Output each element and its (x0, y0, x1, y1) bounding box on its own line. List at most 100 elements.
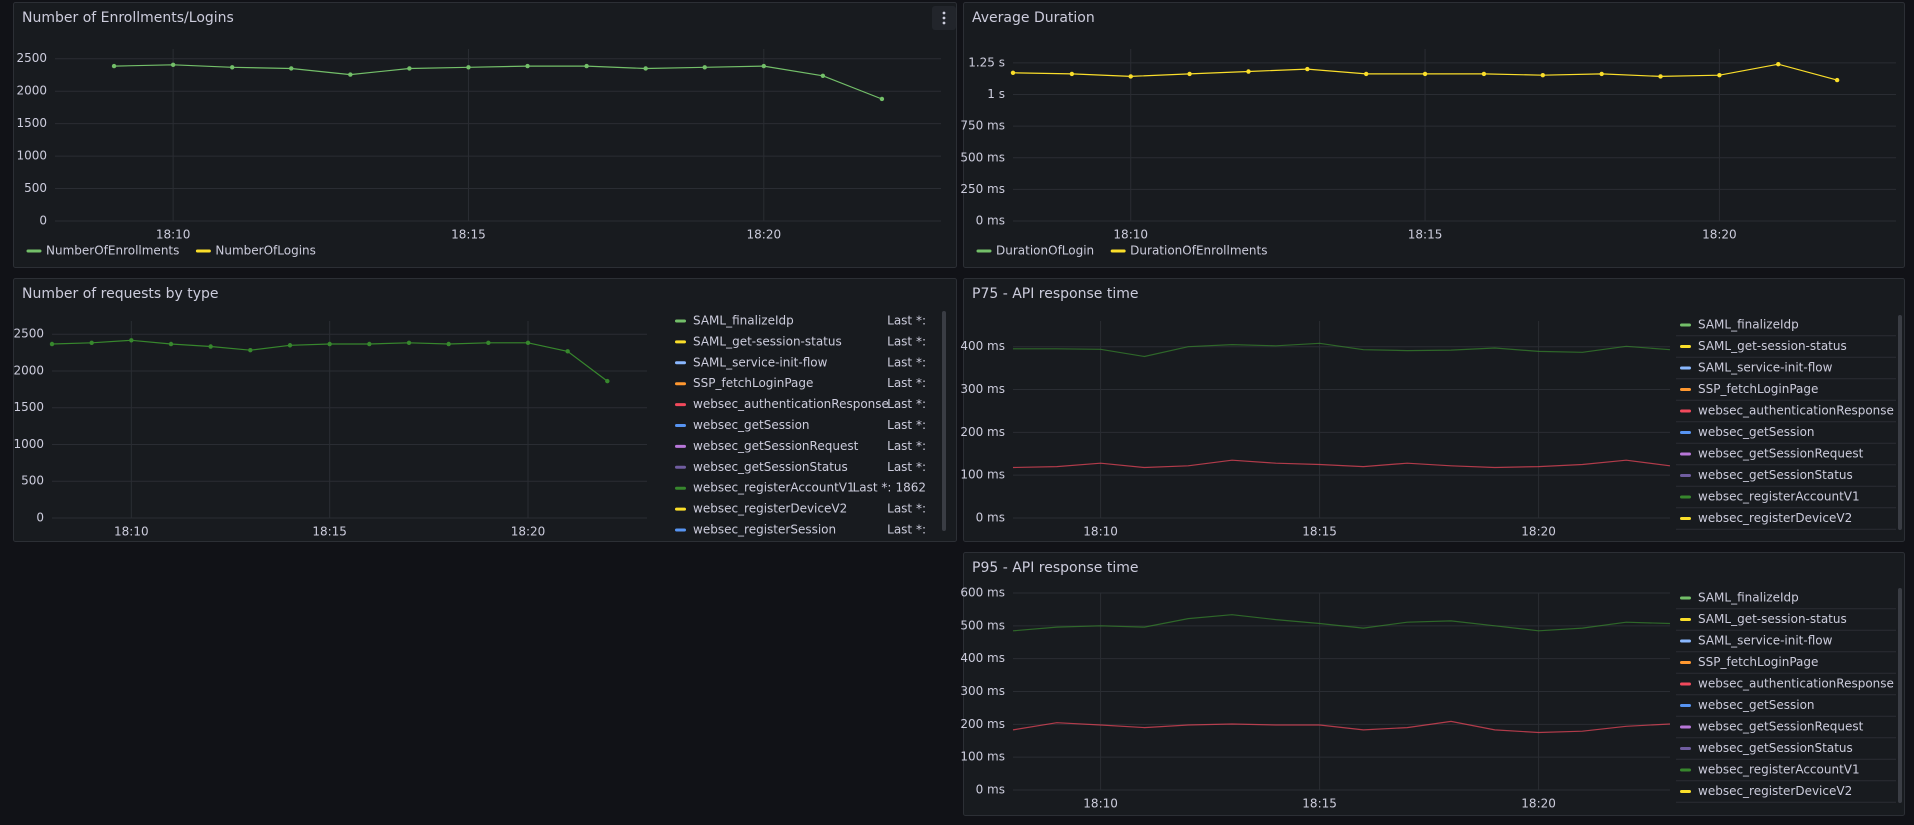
x-tick-label: 18:20 (1702, 228, 1737, 242)
series-line (1012, 614, 1671, 632)
data-point (1422, 71, 1428, 77)
legend-label[interactable]: SAML_finalizeIdp (693, 314, 794, 328)
legend-stat-label: Last *: (887, 460, 926, 474)
legend-label[interactable]: websec_getSessionRequest (693, 439, 859, 453)
legend-label[interactable]: websec_getSession (693, 418, 810, 432)
legend-label[interactable]: websec_registerAccountV1 (1698, 763, 1860, 777)
legend-swatch (675, 528, 686, 532)
panel: Number of Enrollments/Logins 0 500 1000 1500… (13, 2, 957, 268)
data-point (466, 65, 471, 70)
x-tick-label: 18:10 (114, 525, 149, 539)
panel-title: P95 - API response time (972, 560, 1138, 576)
data-point (1364, 71, 1369, 77)
legend-stat-label: Last *: (887, 334, 926, 348)
legend-label[interactable]: websec_getSession (1698, 425, 1815, 439)
legend-label[interactable]: SAML_service-init-flow (1698, 634, 1833, 648)
y-tick-label: 0 ms (976, 214, 1005, 228)
panel-title: Number of Enrollments/Logins (22, 10, 234, 26)
data-point (1717, 72, 1722, 78)
y-tick-label: 500 ms (960, 618, 1005, 632)
legend-stat-label: Last *: (887, 314, 926, 328)
legend-label[interactable]: NumberOfEnrollments (46, 244, 179, 258)
legend-swatch (1680, 517, 1691, 520)
legend-label[interactable]: websec_authenticationResponse (1698, 404, 1894, 418)
legend-label[interactable]: SAML_get-session-status (1698, 339, 1847, 353)
x-tick-label: 18:15 (451, 228, 486, 242)
legend-label[interactable]: websec_registerDeviceV2 (1698, 784, 1852, 798)
y-tick-label: 400 ms (960, 651, 1005, 665)
legend-swatch (675, 403, 686, 407)
legend-label[interactable]: DurationOfEnrollments (1130, 244, 1267, 258)
x-tick-label: 18:10 (1113, 228, 1148, 242)
data-point (230, 65, 235, 70)
x-tick-label: 18:15 (1302, 525, 1337, 539)
y-tick-label: 0 ms (976, 511, 1005, 525)
legend-swatch (1680, 495, 1691, 499)
data-point (1481, 71, 1487, 77)
data-point (1834, 77, 1840, 83)
legend-stat-label: Last *: (887, 502, 926, 516)
menu-dot (942, 16, 946, 20)
legend-label[interactable]: websec_getSessionRequest (1698, 720, 1864, 734)
legend-label[interactable]: websec_registerDeviceV2 (693, 502, 847, 516)
legend-label[interactable]: SAML_finalizeIdp (1698, 591, 1799, 605)
legend-scrollbar (1898, 588, 1902, 803)
legend-label[interactable]: SSP_fetchLoginPage (1698, 382, 1818, 396)
y-tick-label: 200 ms (960, 425, 1005, 439)
legend-label[interactable]: SAML_service-init-flow (693, 355, 828, 369)
legend-swatch (675, 382, 686, 386)
data-point (1187, 71, 1192, 77)
legend-swatch (1680, 366, 1691, 370)
legend-label[interactable]: DurationOfLogin (996, 244, 1094, 258)
y-tick-label: 2000 (16, 84, 47, 98)
series-line (1013, 342, 1671, 358)
legend-label[interactable]: websec_getSessionStatus (1698, 468, 1853, 482)
x-tick-label: 18:15 (312, 525, 347, 539)
data-point (643, 66, 648, 71)
legend-swatch (1680, 474, 1691, 477)
legend-label[interactable]: SAML_service-init-flow (1698, 361, 1833, 375)
y-tick-label: 500 (24, 181, 47, 195)
y-tick-label: 1500 (13, 400, 44, 414)
legend-label[interactable]: websec_getSession (1698, 698, 1815, 712)
y-tick-label: 300 ms (960, 382, 1005, 396)
legend-swatch (1680, 639, 1691, 643)
y-tick-label: 100 ms (960, 468, 1005, 482)
y-tick-label: 750 ms (960, 119, 1005, 133)
legend-label[interactable]: websec_getSessionStatus (693, 460, 848, 474)
legend-label[interactable]: websec_registerAccountV1 (693, 481, 855, 495)
legend-swatch (1680, 725, 1691, 729)
legend-label[interactable]: SAML_finalizeIdp (1698, 318, 1799, 332)
legend-label[interactable]: SAML_get-session-status (1698, 612, 1847, 626)
legend-background (1676, 587, 1896, 811)
data-point (406, 340, 412, 346)
panel-menu[interactable] (932, 6, 956, 30)
x-tick-label: 18:20 (747, 228, 782, 242)
legend-label[interactable]: SAML_get-session-status (693, 334, 842, 348)
data-point (446, 341, 451, 347)
legend-stat-label: Last *: (887, 397, 926, 411)
data-point (248, 347, 253, 353)
legend-label[interactable]: websec_registerDeviceV2 (1698, 511, 1852, 525)
legend-label[interactable]: websec_registerAccountV1 (1698, 490, 1860, 504)
y-tick-label: 0 (39, 214, 47, 228)
legend-label[interactable]: websec_getSessionRequest (1698, 447, 1864, 461)
panel-background (13, 2, 957, 268)
data-point (168, 341, 174, 347)
x-tick-label: 18:20 (1521, 525, 1556, 539)
x-tick-label: 18:15 (1302, 797, 1337, 811)
y-tick-label: 500 (21, 474, 44, 488)
legend-label[interactable]: websec_authenticationResponse (1698, 677, 1894, 691)
legend-swatch (675, 444, 686, 448)
legend-label[interactable]: SSP_fetchLoginPage (693, 376, 813, 390)
legend-label[interactable]: SSP_fetchLoginPage (1698, 655, 1818, 669)
legend-label[interactable]: websec_registerSession (693, 523, 836, 537)
legend-label[interactable]: websec_authenticationResponse (693, 397, 889, 411)
legend-label[interactable]: NumberOfLogins (215, 244, 316, 258)
legend-swatch (1680, 345, 1691, 348)
data-point (605, 378, 610, 384)
legend-swatch (675, 361, 686, 365)
legend-swatch (1680, 682, 1691, 686)
legend-label[interactable]: websec_getSessionStatus (1698, 741, 1853, 755)
